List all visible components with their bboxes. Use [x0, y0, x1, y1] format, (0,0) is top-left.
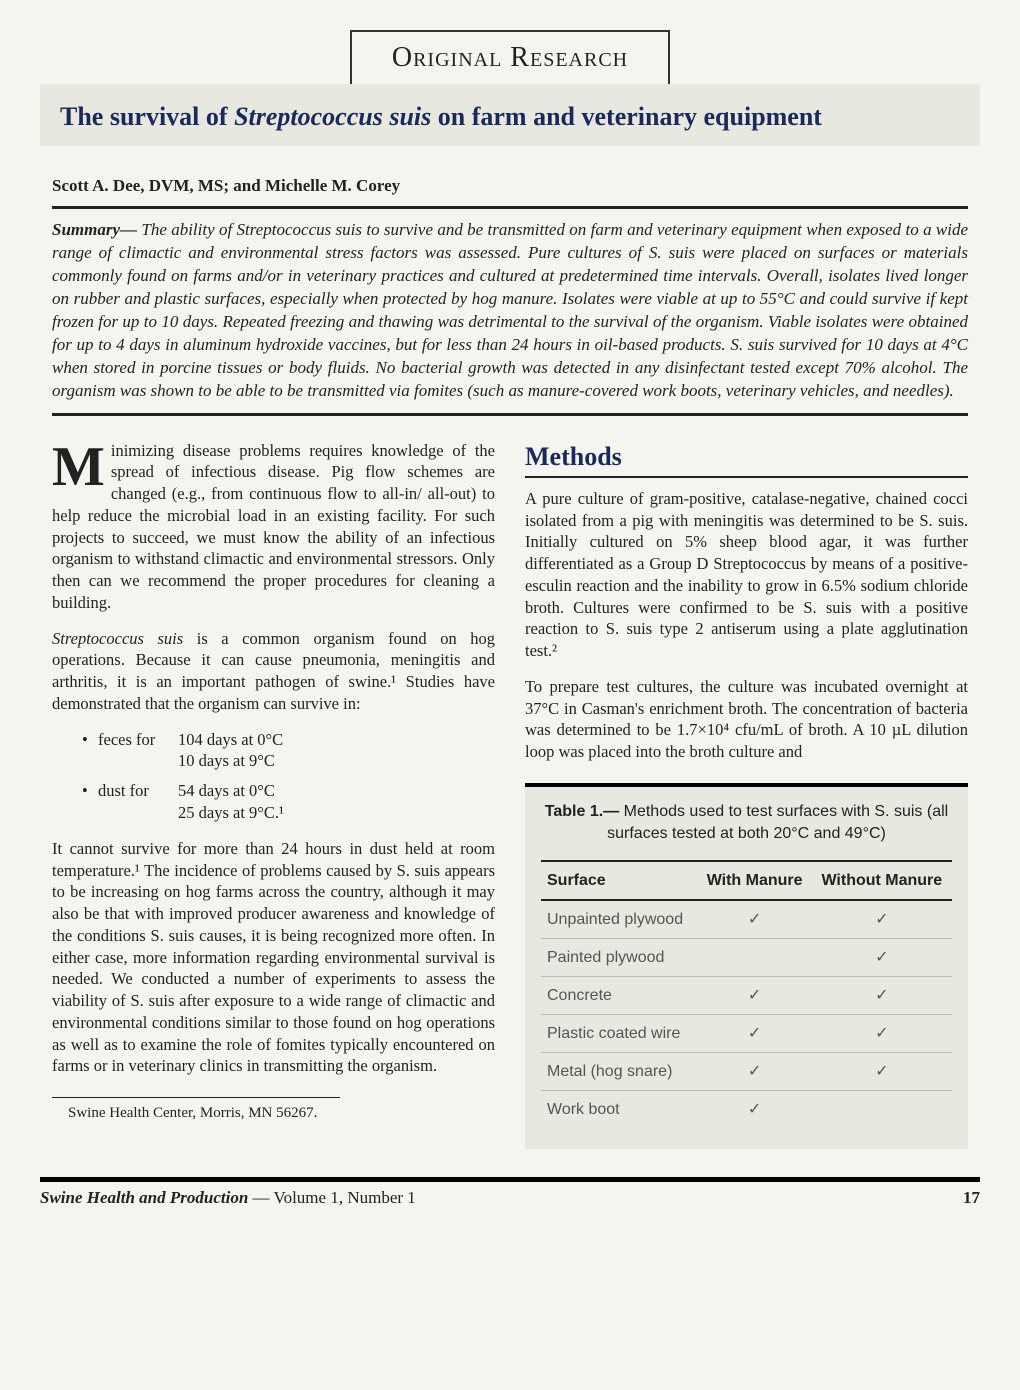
- right-column: Methods A pure culture of gram-positive,…: [525, 440, 968, 1149]
- volume-issue: — Volume 1, Number 1: [248, 1188, 415, 1207]
- table-row: Plastic coated wire✓✓: [541, 1015, 952, 1053]
- cell-without: ✓: [812, 1053, 952, 1091]
- page-footer-rule: [40, 1177, 980, 1182]
- bullet-values: 104 days at 0°C10 days at 9°C: [178, 729, 495, 773]
- article-title-bar: The survival of Streptococcus suis on fa…: [40, 84, 980, 146]
- table-caption: Table 1.— Methods used to test surfaces …: [541, 801, 952, 846]
- methods-p2: To prepare test cultures, the culture wa…: [525, 676, 968, 763]
- bullet-item: •dust for54 days at 0°C25 days at 9°C.¹: [82, 780, 495, 824]
- journal-citation: Swine Health and Production — Volume 1, …: [40, 1188, 416, 1208]
- summary-block: Summary— The ability of Streptococcus su…: [52, 219, 968, 403]
- body-columns: Minimizing disease problems requires kno…: [52, 440, 968, 1149]
- footnote-rule: [52, 1097, 340, 1098]
- intro-p3: It cannot survive for more than 24 hours…: [52, 838, 495, 1077]
- table-1: Table 1.— Methods used to test surfaces …: [525, 783, 968, 1149]
- th-with: With Manure: [698, 861, 812, 900]
- authors: Scott A. Dee, DVM, MS; and Michelle M. C…: [52, 176, 968, 196]
- intro-p2-species: Streptococcus suis: [52, 629, 183, 648]
- cell-with: ✓: [698, 1015, 812, 1053]
- left-column: Minimizing disease problems requires kno…: [52, 440, 495, 1149]
- cell-surface: Metal (hog snare): [541, 1053, 698, 1091]
- journal-name: Swine Health and Production: [40, 1188, 248, 1207]
- bullet-key: dust for: [98, 780, 178, 802]
- title-post: on farm and veterinary equipment: [431, 102, 822, 131]
- title-species: Streptococcus suis: [234, 102, 431, 131]
- dropcap: M: [52, 440, 111, 492]
- table-row: Painted plywood ✓: [541, 939, 952, 977]
- bullet-values: 54 days at 0°C25 days at 9°C.¹: [178, 780, 495, 824]
- summary-body: The ability of Streptococcus suis to sur…: [52, 220, 968, 400]
- intro-p2: Streptococcus suis is a common organism …: [52, 628, 495, 715]
- section-banner: Original Research: [350, 30, 670, 86]
- th-without: Without Manure: [812, 861, 952, 900]
- rule-bottom: [52, 413, 968, 416]
- cell-surface: Concrete: [541, 977, 698, 1015]
- table-row: Metal (hog snare)✓✓: [541, 1053, 952, 1091]
- table-caption-text: Methods used to test surfaces with S. su…: [607, 803, 948, 842]
- article-title: The survival of Streptococcus suis on fa…: [60, 102, 960, 132]
- methods-heading: Methods: [525, 440, 968, 478]
- cell-with: ✓: [698, 977, 812, 1015]
- cell-with: ✓: [698, 1053, 812, 1091]
- summary-label: Summary—: [52, 220, 137, 239]
- cell-without: ✓: [812, 977, 952, 1015]
- table-body: Surface With Manure Without Manure Unpai…: [541, 860, 952, 1129]
- methods-p1: A pure culture of gram-positive, catalas…: [525, 488, 968, 662]
- cell-surface: Unpainted plywood: [541, 900, 698, 939]
- cell-surface: Painted plywood: [541, 939, 698, 977]
- table-row: Unpainted plywood✓✓: [541, 900, 952, 939]
- th-surface: Surface: [541, 861, 698, 900]
- bullet-key: feces for: [98, 729, 178, 751]
- page-footer: Swine Health and Production — Volume 1, …: [40, 1188, 980, 1208]
- rule-top: [52, 206, 968, 209]
- cell-with: ✓: [698, 1091, 812, 1129]
- bullet-item: •feces for104 days at 0°C10 days at 9°C: [82, 729, 495, 773]
- cell-without: ✓: [812, 939, 952, 977]
- cell-without: ✓: [812, 1015, 952, 1053]
- table-row: Work boot✓: [541, 1091, 952, 1129]
- cell-surface: Work boot: [541, 1091, 698, 1129]
- bullet-dot: •: [82, 729, 98, 751]
- bullet-dot: •: [82, 780, 98, 802]
- cell-without: ✓: [812, 900, 952, 939]
- section-banner-text: Original Research: [392, 42, 628, 74]
- affiliation-footnote: Swine Health Center, Morris, MN 56267.: [68, 1104, 495, 1124]
- title-pre: The survival of: [60, 102, 234, 131]
- table-label: Table 1.—: [545, 803, 619, 820]
- survival-bullets: •feces for104 days at 0°C10 days at 9°C•…: [82, 729, 495, 824]
- cell-with: [698, 939, 812, 977]
- table-row: Concrete✓✓: [541, 977, 952, 1015]
- page-number: 17: [963, 1188, 980, 1208]
- intro-p1-text: inimizing disease problems requires know…: [52, 441, 495, 612]
- cell-with: ✓: [698, 900, 812, 939]
- cell-without: [812, 1091, 952, 1129]
- intro-p1: Minimizing disease problems requires kno…: [52, 440, 495, 614]
- cell-surface: Plastic coated wire: [541, 1015, 698, 1053]
